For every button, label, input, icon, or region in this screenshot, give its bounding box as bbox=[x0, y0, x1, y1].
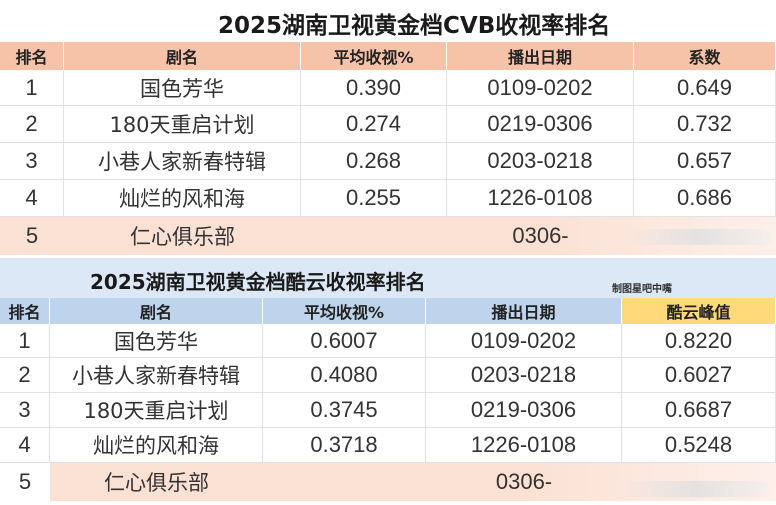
avg-rating-cell: 0.3745 bbox=[263, 393, 426, 428]
rank-cell: 3 bbox=[0, 393, 50, 428]
table-row: 2 180天重启计划 0.274 0219-0306 0.732 bbox=[0, 106, 776, 143]
title-cell: 小巷人家新春特辑 bbox=[64, 143, 301, 180]
title-cell: 灿烂的风和海 bbox=[50, 428, 263, 463]
table-cvb-title: 2025湖南卫视黄金档CVB收视率排名 bbox=[218, 13, 611, 39]
peak-cell: 0.6687 bbox=[622, 393, 776, 428]
table-row: 2 小巷人家新春特辑 0.4080 0203-0218 0.6027 bbox=[0, 358, 776, 393]
avg-rating-cell: 0.6007 bbox=[263, 324, 426, 358]
title-cell: 灿烂的风和海 bbox=[64, 180, 301, 217]
rank-cell: 4 bbox=[0, 428, 50, 463]
air-date-cell: 0306- bbox=[495, 469, 553, 494]
table-kuyun-title: 2025湖南卫视黄金档酷云收视率排名 bbox=[90, 270, 426, 294]
air-date-cell: 0306- bbox=[512, 223, 569, 248]
avg-rating-cell bbox=[263, 463, 426, 501]
avg-rating-cell: 0.255 bbox=[301, 180, 447, 217]
chart-credit-note: 制图星吧中嘴 bbox=[612, 284, 672, 295]
peak-cell: 0.8220 bbox=[622, 324, 776, 358]
table-row: 3 180天重启计划 0.3745 0219-0306 0.6687 bbox=[0, 393, 776, 428]
title-cell: 180天重启计划 bbox=[50, 393, 263, 428]
air-date-cell: 0109-0202 bbox=[426, 324, 622, 358]
table-cvb-header: 排名 剧名 平均收视% 播出日期 系数 bbox=[0, 42, 776, 70]
coefficient-cell: 0.686 bbox=[634, 180, 776, 217]
avg-rating-cell: 0.4080 bbox=[263, 358, 426, 393]
header-air-date: 播出日期 bbox=[447, 42, 634, 70]
title-cell: 仁心俱乐部 bbox=[104, 471, 209, 495]
air-date-cell: 1226-0108 bbox=[426, 428, 622, 463]
title-cell: 180天重启计划 bbox=[64, 106, 301, 143]
table-kuyun: 2025湖南卫视黄金档酷云收视率排名 制图星吧中嘴 排名 剧名 平均收视% 播出… bbox=[0, 258, 776, 505]
table-row: 1 国色芳华 0.390 0109-0202 0.649 bbox=[0, 70, 776, 106]
rank-cell: 1 bbox=[0, 70, 64, 106]
header-kuyun-peak: 酷云峰值 bbox=[622, 298, 776, 324]
rank-cell: 4 bbox=[0, 180, 64, 217]
rank-cell: 5 bbox=[25, 223, 39, 248]
rank-cell: 5 bbox=[0, 463, 50, 501]
avg-rating-cell: 0.390 bbox=[301, 70, 447, 106]
avg-rating-cell: 0.268 bbox=[301, 143, 447, 180]
peak-cell: 0.5248 bbox=[622, 428, 776, 463]
avg-rating-cell bbox=[301, 217, 447, 255]
rank-cell: 1 bbox=[0, 324, 50, 358]
header-title: 剧名 bbox=[64, 42, 301, 70]
air-date-cell: 0203-0218 bbox=[426, 358, 622, 393]
header-air-date: 播出日期 bbox=[426, 298, 622, 324]
header-rank: 排名 bbox=[0, 298, 50, 324]
avg-rating-cell: 0.3718 bbox=[263, 428, 426, 463]
title-cell: 仁心俱乐部 bbox=[130, 225, 235, 249]
table-row: 4 灿烂的风和海 0.255 1226-0108 0.686 bbox=[0, 180, 776, 217]
table-kuyun-title-band bbox=[0, 258, 776, 298]
header-avg-rating: 平均收视% bbox=[301, 42, 447, 70]
header-avg-rating: 平均收视% bbox=[263, 298, 426, 324]
coefficient-cell: 0.649 bbox=[634, 70, 776, 106]
title-cell: 小巷人家新春特辑 bbox=[50, 358, 263, 393]
air-date-cell: 1226-0108 bbox=[447, 180, 634, 217]
air-date-cell: 0203-0218 bbox=[447, 143, 634, 180]
rank-cell: 2 bbox=[0, 358, 50, 393]
air-date-cell: 0109-0202 bbox=[447, 70, 634, 106]
blur-smudge bbox=[618, 481, 770, 497]
table-row: 1 国色芳华 0.6007 0109-0202 0.8220 bbox=[0, 324, 776, 358]
table-row: 3 小巷人家新春特辑 0.268 0203-0218 0.657 bbox=[0, 143, 776, 180]
coefficient-cell: 0.732 bbox=[634, 106, 776, 143]
coefficient-cell: 0.657 bbox=[634, 143, 776, 180]
table-kuyun-header: 排名 剧名 平均收视% 播出日期 酷云峰值 bbox=[0, 298, 776, 324]
rank-cell: 2 bbox=[0, 106, 64, 143]
rank-cell: 3 bbox=[0, 143, 64, 180]
header-title: 剧名 bbox=[50, 298, 263, 324]
blur-smudge bbox=[624, 229, 772, 245]
header-rank: 排名 bbox=[0, 42, 64, 70]
avg-rating-cell: 0.274 bbox=[301, 106, 447, 143]
air-date-cell: 0219-0306 bbox=[447, 106, 634, 143]
table-row: 4 灿烂的风和海 0.3718 1226-0108 0.5248 bbox=[0, 428, 776, 463]
peak-cell: 0.6027 bbox=[622, 358, 776, 393]
air-date-cell: 0219-0306 bbox=[426, 393, 622, 428]
title-cell: 国色芳华 bbox=[50, 324, 263, 358]
table-cvb: 2025湖南卫视黄金档CVB收视率排名 排名 剧名 平均收视% 播出日期 系数 … bbox=[0, 13, 776, 255]
title-cell: 国色芳华 bbox=[64, 70, 301, 106]
header-coefficient: 系数 bbox=[634, 42, 776, 70]
